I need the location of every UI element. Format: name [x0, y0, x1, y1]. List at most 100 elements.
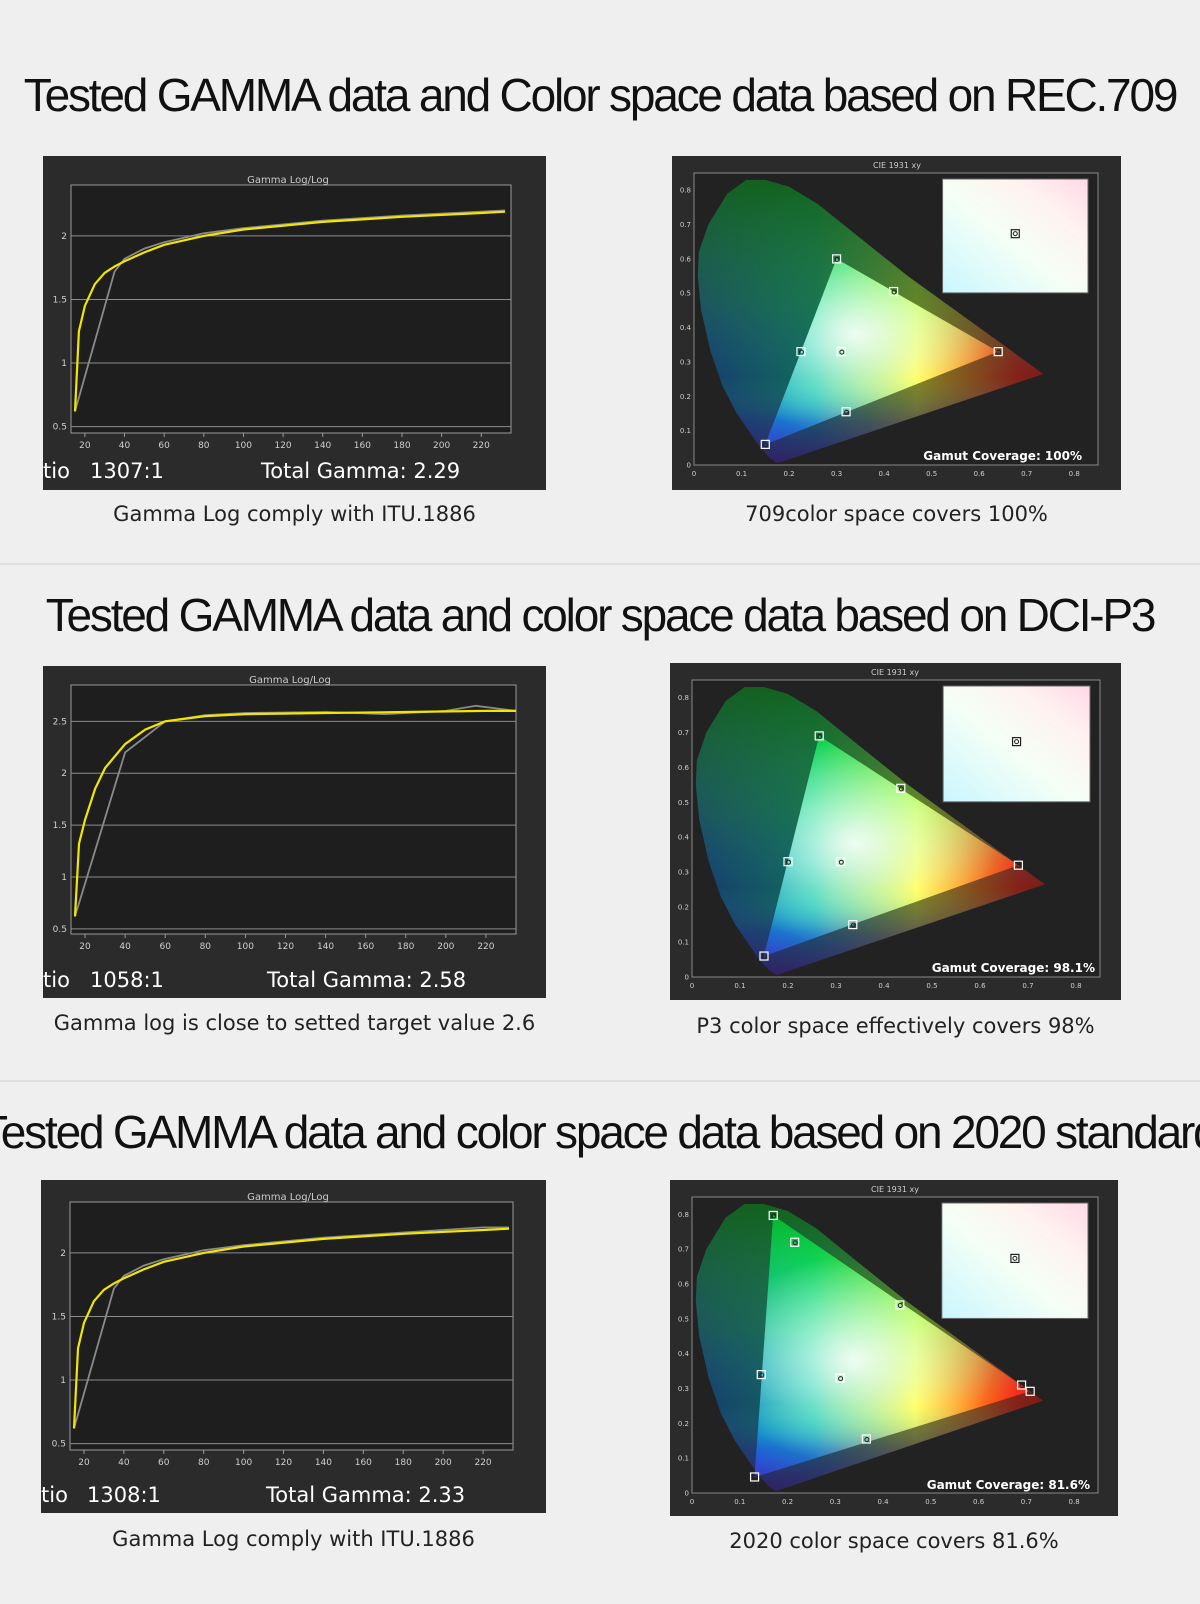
- contrast-ratio-label: tio: [43, 968, 70, 992]
- x-tick-label: 0: [690, 982, 694, 990]
- y-tick-label: 1: [61, 873, 67, 883]
- target-marker: [836, 347, 846, 357]
- y-tick-label: 0.7: [678, 1246, 689, 1254]
- x-tick-label: 0.4: [877, 1498, 889, 1506]
- contrast-ratio-label: tio: [41, 1483, 68, 1507]
- y-tick-label: 2: [60, 1249, 66, 1259]
- measured-marker: [996, 349, 1002, 355]
- cie-plot: 0 0.1 0.2 0.3 0.4 0.5 0.6 0.7 0.8 0 0.1 0.2 0.3 0.4 0.…: [678, 1185, 1099, 1506]
- gamma-caption: Gamma log is close to setted target valu…: [53, 1011, 536, 1035]
- y-tick-label: 0.3: [678, 869, 689, 877]
- x-tick-label: 40: [118, 1458, 130, 1468]
- y-tick-label: 0.2: [678, 904, 689, 912]
- white-point-measured: [1012, 1255, 1018, 1261]
- cie-plot-area: 0 0.1 0.2 0.3 0.4 0.5 0.6 0.7 0.8 0 0.1 0.2 0.3 0.4 0.…: [678, 1196, 1099, 1506]
- x-tick-label: 0.1: [734, 982, 745, 990]
- target-marker: [1016, 1380, 1027, 1390]
- x-tick-label: 0.2: [783, 470, 794, 478]
- target-marker: [895, 1300, 905, 1310]
- target-marker: [861, 1434, 871, 1444]
- y-tick-label: 0.1: [678, 1455, 689, 1463]
- x-tick-label: 200: [437, 942, 454, 952]
- measured-marker: [798, 349, 804, 355]
- plot-frame: [70, 684, 517, 935]
- target-marker: [796, 347, 806, 357]
- y-tick-label: 1: [60, 1376, 66, 1386]
- x-tick-label: 100: [235, 441, 252, 451]
- white-point-marker: [1010, 1253, 1020, 1264]
- x-tick-label: 140: [317, 942, 334, 952]
- y-tick-label: 0.5: [52, 1440, 66, 1450]
- gamma-caption: Gamma Log comply with ITU.1886: [113, 502, 476, 526]
- gamma-chart: 0.5 1 1.5 2 2.5 20 40 60 80 100 120 140 160 180 200 220…: [43, 666, 546, 998]
- white-point-measured: [1012, 231, 1018, 237]
- x-tick-label: 100: [235, 1458, 252, 1468]
- measured-marker: [817, 733, 823, 739]
- x-tick-label: 20: [79, 942, 91, 952]
- y-tick-label: 0.5: [678, 799, 689, 807]
- gamut-coverage-label: Gamut Coverage: 81.6%: [927, 1478, 1090, 1492]
- gamut-caption: 2020 color space covers 81.6%: [729, 1529, 1059, 1553]
- y-tick-label: 0.3: [680, 358, 691, 366]
- measured-marker: [752, 1474, 758, 1480]
- target-marker: [760, 439, 770, 449]
- target-marker: [783, 857, 793, 867]
- measured-marker: [763, 442, 769, 448]
- x-tick-label: 0: [690, 1498, 694, 1506]
- x-tick-label: 0.6: [974, 982, 986, 990]
- gamma-chart-title: Gamma Log/Log: [247, 175, 329, 186]
- gamma-chart-title: Gamma Log/Log: [247, 1192, 329, 1203]
- x-tick-label: 0.7: [1022, 982, 1033, 990]
- measured-marker: [792, 1240, 798, 1246]
- gamut-caption: 709color space covers 100%: [745, 502, 1048, 526]
- cie-chart-title: CIE 1931 xy: [871, 1185, 919, 1194]
- y-tick-label: 1.5: [53, 821, 67, 831]
- section-title: Tested GAMMA data and color space data b…: [0, 1106, 1200, 1158]
- measured-marker: [786, 859, 791, 865]
- y-tick-label: 1.5: [53, 295, 67, 305]
- x-tick-label: 20: [78, 1458, 90, 1468]
- plot-frame: [70, 184, 512, 434]
- target-marker: [1025, 1386, 1035, 1396]
- x-tick-label: 40: [119, 942, 131, 952]
- cie-plot: 0 0.1 0.2 0.3 0.4 0.5 0.6 0.7 0.8 0 0.1 0.2 0.3 0.4 0.…: [678, 668, 1101, 990]
- white-point-marker: [1010, 229, 1020, 239]
- x-tick-label: 140: [314, 441, 331, 451]
- y-tick-label: 0.4: [680, 324, 692, 332]
- target-marker: [759, 951, 769, 961]
- x-tick-label: 200: [433, 441, 450, 451]
- x-tick-label: 0.6: [973, 1498, 985, 1506]
- cie-chart: 0 0.1 0.2 0.3 0.4 0.5 0.6 0.7 0.8 0 0.1 0.2 0.3 0.4 0.…: [670, 1180, 1118, 1516]
- x-tick-label: 0.2: [782, 982, 793, 990]
- y-tick-label: 0.6: [678, 1281, 690, 1289]
- contrast-ratio-label: tio: [43, 459, 70, 483]
- target-marker: [768, 1210, 778, 1221]
- gamma-caption: Gamma Log comply with ITU.1886: [112, 1527, 475, 1551]
- cie-chart: 0 0.1 0.2 0.3 0.4 0.5 0.6 0.7 0.8 0 0.1 0.2 0.3 0.4 0.…: [670, 663, 1121, 1000]
- y-tick-label: 2.5: [53, 717, 67, 727]
- x-tick-label: 0.8: [1069, 470, 1080, 478]
- gamma-chart-title: Gamma Log/Log: [249, 675, 331, 686]
- x-tick-label: 60: [158, 441, 170, 451]
- x-tick-label: 120: [275, 1458, 292, 1468]
- y-tick-label: 0: [685, 1490, 689, 1498]
- cie-chart-title: CIE 1931 xy: [873, 161, 921, 170]
- y-tick-label: 0.8: [680, 187, 691, 195]
- x-tick-label: 0.5: [926, 982, 937, 990]
- total-gamma-value: Total Gamma: 2.29: [260, 459, 460, 483]
- target-marker: [841, 407, 851, 417]
- measured-marker: [1019, 1383, 1025, 1389]
- total-gamma-value: Total Gamma: 2.58: [266, 968, 466, 992]
- y-tick-label: 0.2: [678, 1420, 689, 1428]
- measured-marker: [838, 859, 844, 865]
- measured-marker: [897, 1302, 903, 1308]
- white-point-marker: [1011, 736, 1022, 747]
- y-tick-label: 1.5: [52, 1312, 66, 1322]
- section-title: Tested GAMMA data and color space data b…: [45, 589, 1157, 641]
- x-tick-label: 120: [277, 942, 294, 952]
- plot-frame: [69, 1201, 514, 1451]
- y-tick-label: 0.7: [680, 221, 691, 229]
